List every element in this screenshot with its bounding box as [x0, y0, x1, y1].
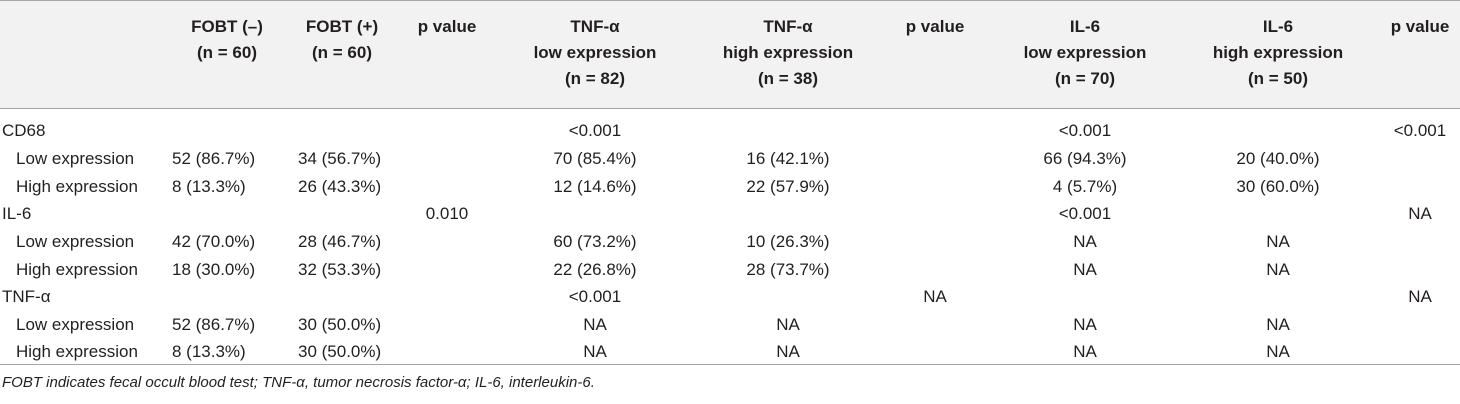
cell: 0.010 — [425, 204, 469, 223]
cell: 18 (30.0%) — [172, 260, 256, 279]
header-p-value-2: p value — [890, 14, 980, 40]
header-fobt-positive: FOBT (+) (n = 60) — [292, 14, 392, 66]
cell: <0.001 — [568, 121, 622, 140]
table-row: CD68 <0.001 <0.001 <0.001 — [0, 117, 1460, 145]
cell: <0.001 — [1393, 121, 1447, 140]
row-label: Low expression — [16, 232, 135, 251]
cell: <0.001 — [568, 287, 622, 306]
header-line: low expression — [1023, 43, 1147, 62]
cell: 26 (43.3%) — [298, 177, 382, 196]
cell: 8 (13.3%) — [172, 342, 246, 361]
table-row: High expression 8 (13.3%) 26 (43.3%) 12 … — [0, 173, 1460, 201]
header-line: TNF-α — [763, 17, 813, 36]
header-fobt-negative: FOBT (–) (n = 60) — [172, 14, 282, 66]
table-row: Low expression 42 (70.0%) 28 (46.7%) 60 … — [0, 228, 1460, 256]
cell: 20 (40.0%) — [1236, 149, 1320, 168]
cell: 66 (94.3%) — [1043, 149, 1127, 168]
header-il6-low: IL-6 low expression (n = 70) — [990, 14, 1180, 92]
row-label: High expression — [16, 177, 138, 196]
row-label: CD68 — [2, 121, 46, 140]
cell: 10 (26.3%) — [746, 232, 830, 251]
cell: 12 (14.6%) — [553, 177, 637, 196]
header-line: high expression — [1212, 43, 1344, 62]
cell: NA — [1266, 315, 1290, 334]
row-label: Low expression — [16, 315, 135, 334]
header-tnf-low: TNF-α low expression (n = 82) — [500, 14, 690, 92]
table-header-band — [0, 0, 1460, 109]
row-label: Low expression — [16, 149, 135, 168]
cell: 30 (50.0%) — [298, 315, 382, 334]
table-footnote: FOBT indicates fecal occult blood test; … — [2, 374, 595, 391]
cell: NA — [583, 342, 607, 361]
cell: NA — [1408, 204, 1432, 223]
header-line: FOBT (+) — [305, 17, 379, 36]
header-line: (n = 38) — [758, 69, 818, 88]
header-line: low expression — [533, 43, 657, 62]
row-label: High expression — [16, 260, 138, 279]
table-row: IL-6 0.010 <0.001 NA — [0, 200, 1460, 228]
row-label: TNF-α — [2, 287, 51, 306]
cell: 42 (70.0%) — [172, 232, 256, 251]
cell: NA — [1073, 260, 1097, 279]
cell: 32 (53.3%) — [298, 260, 382, 279]
cell: NA — [1266, 260, 1290, 279]
table-row: High expression 8 (13.3%) 30 (50.0%) NA … — [0, 338, 1460, 366]
cell: NA — [583, 315, 607, 334]
cell: 16 (42.1%) — [746, 149, 830, 168]
cell: NA — [776, 315, 800, 334]
row-label: IL-6 — [2, 204, 32, 223]
cell: 28 (46.7%) — [298, 232, 382, 251]
cell: NA — [1073, 315, 1097, 334]
table-row: Low expression 52 (86.7%) 30 (50.0%) NA … — [0, 311, 1460, 339]
cell: 52 (86.7%) — [172, 315, 256, 334]
cell: 30 (60.0%) — [1236, 177, 1320, 196]
header-line: (n = 60) — [197, 43, 257, 62]
cell: NA — [1073, 232, 1097, 251]
header-line: TNF-α — [570, 17, 620, 36]
cell: NA — [1266, 232, 1290, 251]
header-p-value-1: p value — [407, 14, 487, 40]
cell: 34 (56.7%) — [298, 149, 382, 168]
cell: 22 (57.9%) — [746, 177, 830, 196]
cell: <0.001 — [1058, 204, 1112, 223]
cell: <0.001 — [1058, 121, 1112, 140]
cell: 4 (5.7%) — [1052, 177, 1118, 196]
table-bottom-rule — [0, 364, 1460, 365]
header-line: p value — [417, 17, 477, 36]
cell: 8 (13.3%) — [172, 177, 246, 196]
header-line: IL-6 — [1262, 17, 1294, 36]
header-line: FOBT (–) — [191, 17, 263, 36]
header-il6-high: IL-6 high expression (n = 50) — [1190, 14, 1366, 92]
table-row: TNF-α <0.001 NA NA — [0, 283, 1460, 311]
header-line: high expression — [722, 43, 854, 62]
header-line: p value — [1390, 17, 1450, 36]
header-line: (n = 60) — [312, 43, 372, 62]
cell: 30 (50.0%) — [298, 342, 382, 361]
cell: 52 (86.7%) — [172, 149, 256, 168]
header-line: (n = 82) — [565, 69, 625, 88]
header-tnf-high: TNF-α high expression (n = 38) — [700, 14, 876, 92]
cell: NA — [776, 342, 800, 361]
header-line: (n = 70) — [1055, 69, 1115, 88]
cell: NA — [923, 287, 947, 306]
cell: 28 (73.7%) — [746, 260, 830, 279]
header-line: (n = 50) — [1248, 69, 1308, 88]
row-label: High expression — [16, 342, 138, 361]
header-line: p value — [905, 17, 965, 36]
cell: 70 (85.4%) — [553, 149, 637, 168]
header-p-value-3: p value — [1380, 14, 1460, 40]
cell: 22 (26.8%) — [553, 260, 637, 279]
cell: NA — [1408, 287, 1432, 306]
table-row: High expression 18 (30.0%) 32 (53.3%) 22… — [0, 256, 1460, 284]
header-line: IL-6 — [1069, 17, 1101, 36]
cell: 60 (73.2%) — [553, 232, 637, 251]
cell: NA — [1073, 342, 1097, 361]
cell: NA — [1266, 342, 1290, 361]
table-row: Low expression 52 (86.7%) 34 (56.7%) 70 … — [0, 145, 1460, 173]
